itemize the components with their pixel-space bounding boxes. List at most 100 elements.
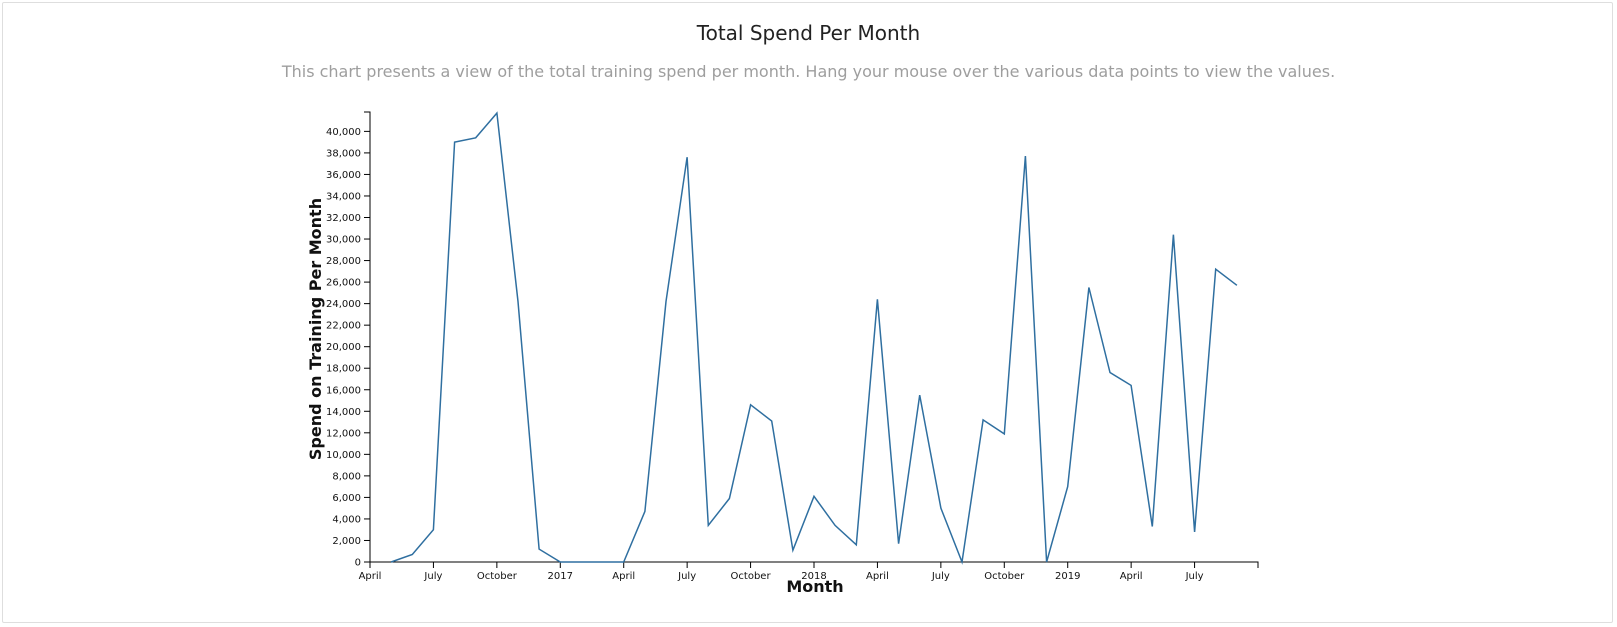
y-tick-label: 34,000 [326, 191, 361, 202]
data-point[interactable]: 2018-12: 0 [1043, 558, 1051, 566]
data-point[interactable]: 2019-05: 3300 [1148, 522, 1156, 530]
y-tick: 28,000 [326, 256, 370, 267]
data-point[interactable]: 2018-04: 24400 [873, 295, 881, 303]
data-point[interactable]: 2018-06: 15500 [916, 391, 924, 399]
y-tick: 6,000 [332, 493, 370, 504]
y-tick-label: 26,000 [326, 278, 361, 289]
x-tick-label: October [477, 571, 518, 582]
x-tick-label: April [866, 571, 889, 582]
x-tick-label: 2019 [1055, 571, 1080, 582]
data-point[interactable]: 2017-08: 3400 [704, 521, 712, 529]
data-point[interactable]: 2016-06: 700 [408, 550, 416, 558]
data-point[interactable]: 2019-06: 30400 [1169, 231, 1177, 239]
data-point[interactable]: 2017-04: 0 [620, 558, 628, 566]
x-tick-label: 2018 [801, 571, 826, 582]
y-tick-label: 32,000 [326, 213, 361, 224]
data-point[interactable]: 2017-12: 1100 [789, 546, 797, 554]
data-point[interactable]: 2018-07: 5000 [937, 504, 945, 512]
y-tick: 8,000 [332, 471, 370, 482]
y-tick-label: 24,000 [326, 299, 361, 310]
x-tick-label: October [731, 571, 772, 582]
y-tick-label: 14,000 [326, 407, 361, 418]
data-point[interactable]: 2019-04: 16400 [1127, 381, 1135, 389]
y-tick: 24,000 [326, 299, 370, 310]
data-point[interactable]: 2018-01: 6100 [810, 492, 818, 500]
y-tick-label: 36,000 [326, 170, 361, 181]
y-tick-label: 30,000 [326, 235, 361, 246]
x-tick-label: July [677, 571, 696, 582]
data-point[interactable]: 2018-05: 1700 [895, 540, 903, 548]
y-tick: 2,000 [332, 536, 370, 547]
x-tick: April [1120, 562, 1143, 582]
x-tick: October [477, 562, 518, 582]
y-tick: 22,000 [326, 321, 370, 332]
y-tick-label: 38,000 [326, 148, 361, 159]
y-tick: 14,000 [326, 407, 370, 418]
x-axis: April July October 2017 April July October 2018… [359, 561, 1259, 582]
data-point[interactable]: 2016-07: 3000 [429, 526, 437, 534]
data-point[interactable]: 2019-01: 7000 [1064, 483, 1072, 491]
y-tick-label: 0 [355, 558, 361, 569]
y-axis: 0 2,000 4,000 6,000 8,000 10,000 12,000 14,000 1… [326, 111, 371, 569]
x-tick: 2019 [1055, 562, 1080, 582]
series-layer[interactable]: 2016-05: 0 2016-06: 700 2016-07: 3000 2016-… [387, 109, 1241, 566]
data-point[interactable]: 2017-05: 4700 [641, 507, 649, 515]
y-tick: 30,000 [326, 235, 370, 246]
data-point[interactable]: 2017-11: 13100 [768, 417, 776, 425]
y-tick: 12,000 [326, 428, 370, 439]
data-point[interactable]: 2017-07: 37600 [683, 153, 691, 161]
y-tick-label: 2,000 [332, 536, 361, 547]
y-tick: 10,000 [326, 450, 370, 461]
data-point[interactable]: 2017-09: 5900 [725, 494, 733, 502]
data-point[interactable]: 2018-03: 1600 [852, 541, 860, 549]
y-tick-label: 28,000 [326, 256, 361, 267]
y-tick: 18,000 [326, 364, 370, 375]
data-point[interactable]: 2018-11: 37700 [1021, 152, 1029, 160]
x-tick: April [359, 562, 382, 582]
data-point[interactable]: 2016-11: 24200 [514, 297, 522, 305]
data-point[interactable]: 2017-06: 24200 [662, 297, 670, 305]
y-tick: 34,000 [326, 191, 370, 202]
data-point[interactable]: 2016-12: 1200 [535, 545, 543, 553]
data-point[interactable]: 2018-10: 11900 [1000, 430, 1008, 438]
chart-title: Total Spend Per Month [696, 21, 921, 45]
y-tick: 36,000 [326, 170, 370, 181]
chart-subtitle: This chart presents a view of the total … [281, 62, 1336, 81]
data-point[interactable]: 2019-03: 17600 [1106, 369, 1114, 377]
x-tick: April [866, 562, 889, 582]
y-tick-label: 20,000 [326, 342, 361, 353]
series-line [390, 111, 1238, 565]
y-tick-label: 4,000 [332, 514, 361, 525]
y-tick: 0 [355, 558, 370, 569]
x-tick: July [677, 562, 696, 582]
x-tick: July [1185, 562, 1204, 582]
data-point[interactable]: 2016-05: 0 [387, 558, 395, 566]
data-point[interactable]: 2017-03: 0 [599, 558, 607, 566]
data-point[interactable]: 2019-02: 25500 [1085, 283, 1093, 291]
x-tick-label: July [1185, 571, 1204, 582]
data-point[interactable]: 2018-08: 0 [958, 558, 966, 566]
data-point[interactable]: 2017-02: 0 [577, 558, 585, 566]
y-tick: 32,000 [326, 213, 370, 224]
data-point[interactable]: 2019-08: 27200 [1212, 265, 1220, 273]
data-point[interactable]: 2018-02: 3400 [831, 521, 839, 529]
x-tick-label: April [1120, 571, 1143, 582]
y-tick-label: 22,000 [326, 321, 361, 332]
x-tick-label: April [359, 571, 382, 582]
x-tick-label: April [612, 571, 635, 582]
y-tick-label: 6,000 [332, 493, 361, 504]
data-point[interactable]: 2016-09: 39400 [472, 134, 480, 142]
x-tick-label: October [984, 571, 1025, 582]
data-point[interactable]: 2017-10: 14600 [747, 401, 755, 409]
data-point[interactable]: 2016-08: 39000 [451, 138, 459, 146]
data-point[interactable]: 2019-09: 25700 [1233, 281, 1241, 289]
data-point[interactable]: 2018-09: 13200 [979, 416, 987, 424]
x-tick: 2018 [801, 562, 827, 582]
y-tick-label: 40,000 [326, 127, 361, 138]
data-point[interactable]: 2019-07: 2800 [1191, 528, 1199, 536]
y-tick: 40,000 [326, 127, 370, 138]
x-tick: October [984, 562, 1025, 582]
y-tick-label: 18,000 [326, 364, 361, 375]
data-point[interactable]: 2017-01: 0 [556, 558, 564, 566]
data-point[interactable]: 2016-10: 41700 [493, 109, 501, 117]
